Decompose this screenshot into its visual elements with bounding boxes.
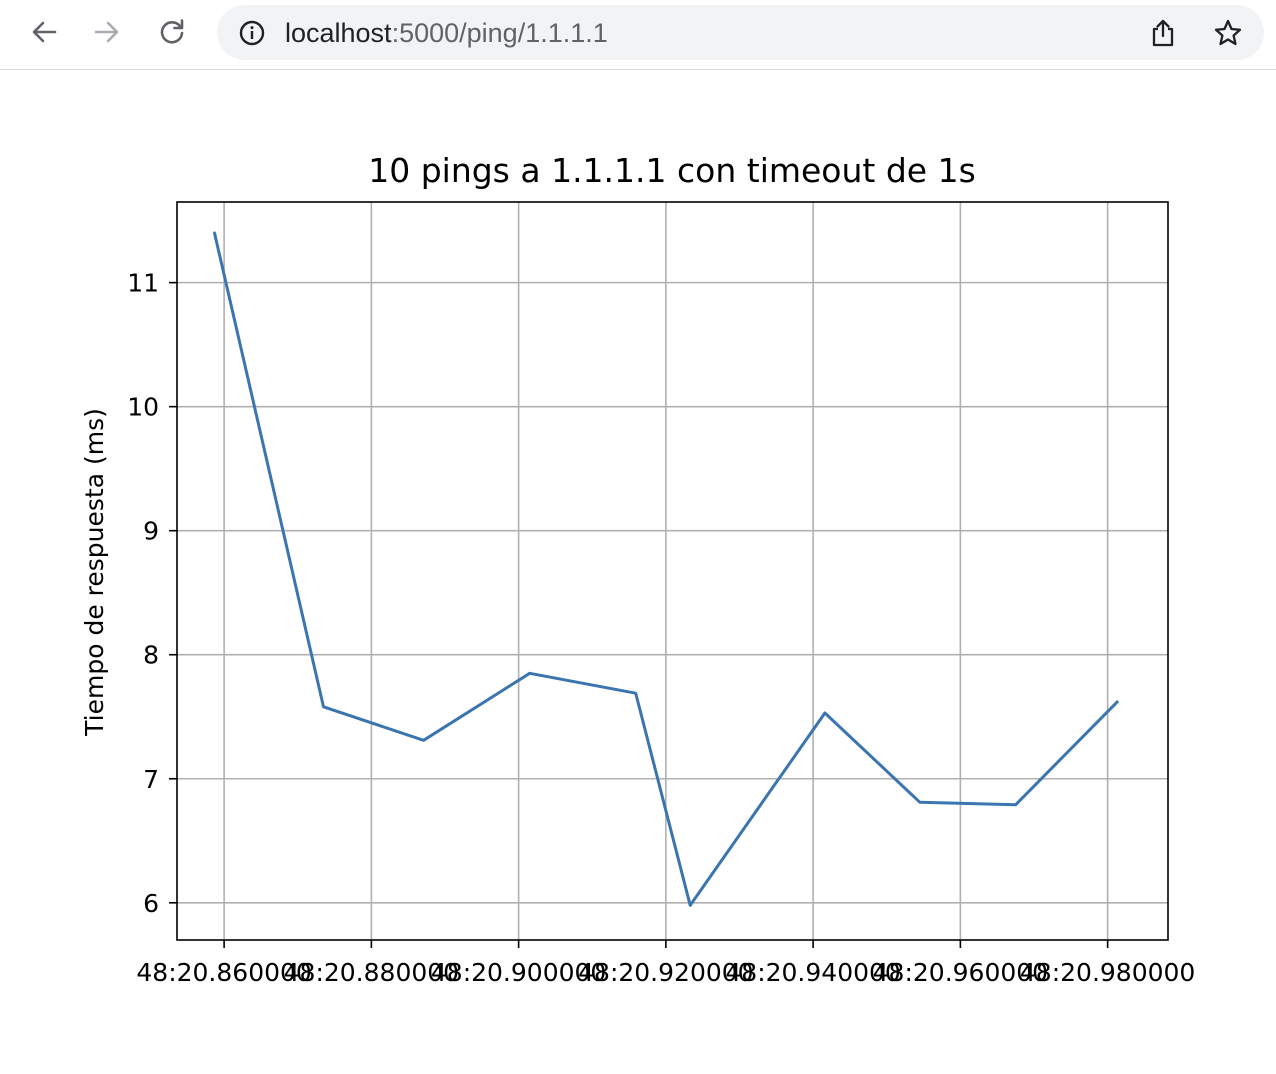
arrow-left-icon bbox=[29, 17, 59, 47]
site-info-button[interactable] bbox=[237, 18, 267, 48]
y-tick-label: 11 bbox=[127, 269, 159, 298]
url-path: :5000/ping/1.1.1.1 bbox=[392, 18, 608, 48]
address-bar[interactable]: localhost:5000/ping/1.1.1.1 bbox=[217, 5, 1264, 60]
y-axis-label: Tiempo de respuesta (ms) bbox=[80, 408, 109, 737]
y-tick-label: 9 bbox=[143, 517, 159, 546]
page-content: 10 pings a 1.1.1.1 con timeout de 1s Tie… bbox=[0, 70, 1276, 1070]
y-tick-label: 8 bbox=[143, 641, 159, 670]
info-circle-icon bbox=[238, 19, 266, 47]
y-tick-label: 6 bbox=[143, 889, 159, 918]
y-tick-label: 7 bbox=[143, 765, 159, 794]
chart-title: 10 pings a 1.1.1.1 con timeout de 1s bbox=[368, 151, 976, 190]
bookmark-button[interactable] bbox=[1213, 18, 1243, 48]
x-tick-label: 48:20.980000 bbox=[1020, 958, 1195, 987]
back-button[interactable] bbox=[24, 12, 64, 52]
ping-chart: 10 pings a 1.1.1.1 con timeout de 1s Tie… bbox=[0, 70, 1276, 1070]
reload-button[interactable] bbox=[152, 12, 192, 52]
share-icon bbox=[1149, 18, 1177, 48]
arrow-right-icon bbox=[92, 17, 122, 47]
plot-frame bbox=[177, 202, 1168, 940]
ticks-layer: 48:20.86000048:20.88000048:20.90000048:2… bbox=[127, 269, 1195, 987]
forward-button[interactable] bbox=[87, 12, 127, 52]
browser-toolbar: localhost:5000/ping/1.1.1.1 bbox=[0, 0, 1276, 70]
star-icon bbox=[1213, 18, 1243, 48]
share-button[interactable] bbox=[1148, 18, 1178, 48]
url-text[interactable]: localhost:5000/ping/1.1.1.1 bbox=[285, 19, 608, 47]
y-tick-label: 10 bbox=[127, 393, 159, 422]
grid-layer bbox=[177, 202, 1168, 940]
url-host: localhost bbox=[285, 18, 392, 48]
reload-icon bbox=[157, 17, 187, 47]
